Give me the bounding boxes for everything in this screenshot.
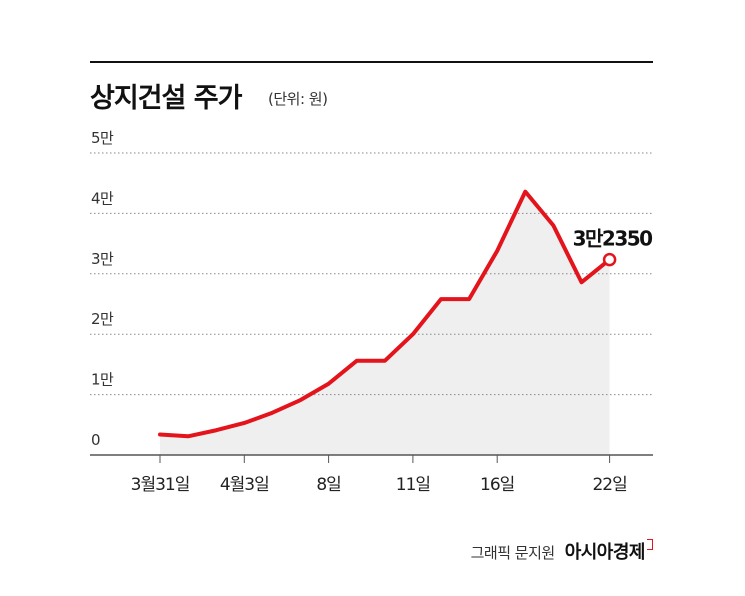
x-tick-label: 16일: [480, 475, 514, 495]
y-tick-label: 4만: [91, 189, 114, 207]
x-tick-label: 3월31일: [131, 475, 190, 495]
unit-label: (단위: 원): [268, 90, 328, 108]
graphic-credit: 그래픽 문지원: [470, 544, 556, 562]
price-area: [160, 191, 610, 455]
brand-name: 아시아경제: [564, 542, 646, 563]
brand-logo: 아시아경제: [565, 538, 653, 564]
title-rule: [90, 61, 653, 63]
x-tick-label: 4월3일: [220, 475, 269, 495]
footer-credit: 그래픽 문지원 아시아경제: [471, 538, 653, 564]
last-point-marker: [602, 252, 617, 267]
x-tick-label: 8일: [316, 475, 340, 495]
x-tick-label: 22일: [592, 475, 626, 495]
y-tick-label: 1만: [91, 371, 114, 389]
chart-title: 상지건설 주가: [90, 83, 242, 114]
brand-mark-icon: [647, 539, 653, 550]
y-tick-label: 2만: [91, 310, 114, 328]
x-tick-label: 11일: [396, 475, 430, 495]
price-line: [158, 189, 612, 439]
last-value-label: 3만2350: [573, 227, 653, 251]
y-tick-label: 0: [91, 431, 100, 449]
y-tick-label: 5만: [91, 129, 114, 147]
y-tick-label: 3만: [91, 250, 114, 268]
